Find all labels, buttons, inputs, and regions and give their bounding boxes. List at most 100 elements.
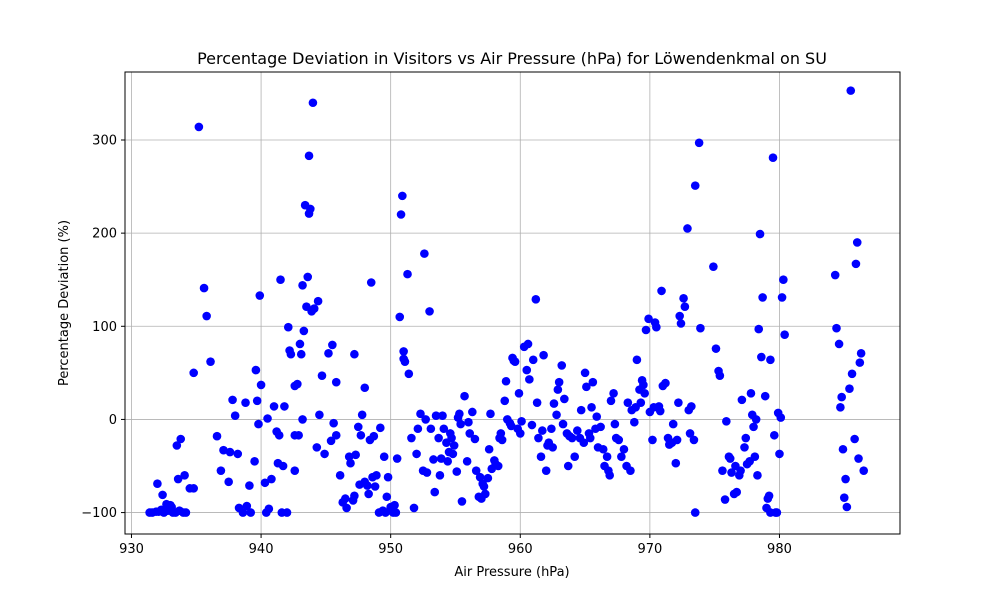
data-point: [760, 391, 770, 401]
data-point: [626, 466, 635, 475]
data-point: [515, 429, 525, 438]
data-point: [541, 466, 551, 475]
data-point: [295, 339, 305, 349]
data-point: [263, 414, 272, 423]
data-point: [449, 441, 459, 450]
data-point: [685, 429, 695, 438]
data-point: [426, 424, 436, 434]
data-point: [350, 491, 359, 501]
data-point: [619, 444, 629, 454]
data-point: [357, 410, 367, 420]
data-point: [563, 461, 573, 471]
data-point: [845, 384, 854, 393]
y-axis-ticks: −100 0 100 200 300: [81, 133, 125, 521]
data-point: [400, 357, 410, 366]
data-point: [859, 466, 869, 475]
data-point: [690, 508, 700, 517]
data-point: [206, 357, 215, 366]
data-point: [683, 224, 692, 233]
data-point: [225, 447, 235, 457]
data-point: [582, 382, 591, 392]
data-point: [609, 389, 618, 398]
data-point: [830, 270, 840, 280]
data-point: [324, 348, 333, 358]
data-point: [854, 454, 863, 463]
data-point: [855, 358, 865, 367]
data-point: [173, 474, 183, 484]
y-tick-label: 100: [92, 320, 117, 335]
data-point: [497, 435, 507, 445]
data-point: [775, 449, 784, 459]
data-point: [395, 312, 405, 322]
data-point: [720, 495, 730, 504]
grid-lines: [125, 72, 900, 534]
data-point: [630, 417, 639, 427]
data-point: [293, 379, 302, 389]
data-point: [465, 429, 475, 438]
data-point: [315, 410, 324, 420]
data-point: [452, 467, 462, 476]
data-point: [264, 504, 274, 514]
data-point: [346, 458, 355, 468]
data-point: [341, 494, 350, 503]
data-point: [274, 430, 284, 440]
data-point: [471, 466, 481, 475]
y-axis-label: Percentage Deviation (%): [57, 220, 72, 386]
data-point: [572, 426, 582, 435]
x-tick-label: 980: [767, 542, 792, 557]
data-point: [372, 471, 381, 480]
data-point: [308, 98, 318, 108]
data-point: [841, 474, 850, 484]
data-point: [585, 433, 595, 443]
data-point: [850, 434, 859, 444]
data-point: [212, 431, 222, 441]
data-point: [278, 461, 288, 471]
data-point: [202, 311, 211, 321]
data-point: [304, 151, 314, 161]
data-point: [838, 444, 848, 454]
data-point: [718, 466, 727, 475]
data-point: [483, 473, 493, 483]
data-point: [777, 293, 787, 302]
data-point: [256, 380, 266, 390]
data-point: [251, 365, 261, 375]
x-tick-label: 950: [378, 542, 403, 557]
data-point: [832, 323, 841, 333]
data-point: [834, 339, 844, 349]
data-point: [588, 377, 598, 387]
data-point: [189, 368, 198, 378]
data-point: [755, 229, 765, 239]
data-point: [746, 389, 756, 398]
data-point: [531, 294, 541, 304]
data-point: [356, 430, 366, 440]
data-point: [605, 471, 614, 480]
data-point: [567, 433, 577, 443]
data-point: [602, 452, 612, 461]
data-point: [715, 371, 725, 380]
data-point: [617, 452, 626, 461]
data-point: [328, 340, 337, 350]
data-point: [768, 153, 778, 162]
data-point: [641, 325, 651, 335]
y-tick-label: 300: [92, 133, 117, 148]
data-point: [306, 204, 315, 214]
data-point: [758, 293, 767, 302]
data-point: [690, 181, 700, 190]
data-point: [780, 330, 789, 339]
data-point: [422, 468, 432, 477]
data-point: [614, 435, 624, 445]
data-point: [335, 471, 345, 480]
y-tick-label: 200: [92, 227, 117, 242]
data-point: [506, 421, 516, 431]
data-point: [694, 138, 704, 148]
data-point: [711, 344, 721, 353]
data-point: [413, 424, 423, 434]
data-point: [484, 444, 494, 454]
data-point: [245, 481, 254, 490]
data-point: [425, 307, 434, 316]
data-point: [228, 395, 237, 405]
data-point: [317, 371, 327, 380]
data-point: [847, 369, 857, 379]
data-point: [370, 482, 380, 491]
data-point: [689, 435, 699, 445]
